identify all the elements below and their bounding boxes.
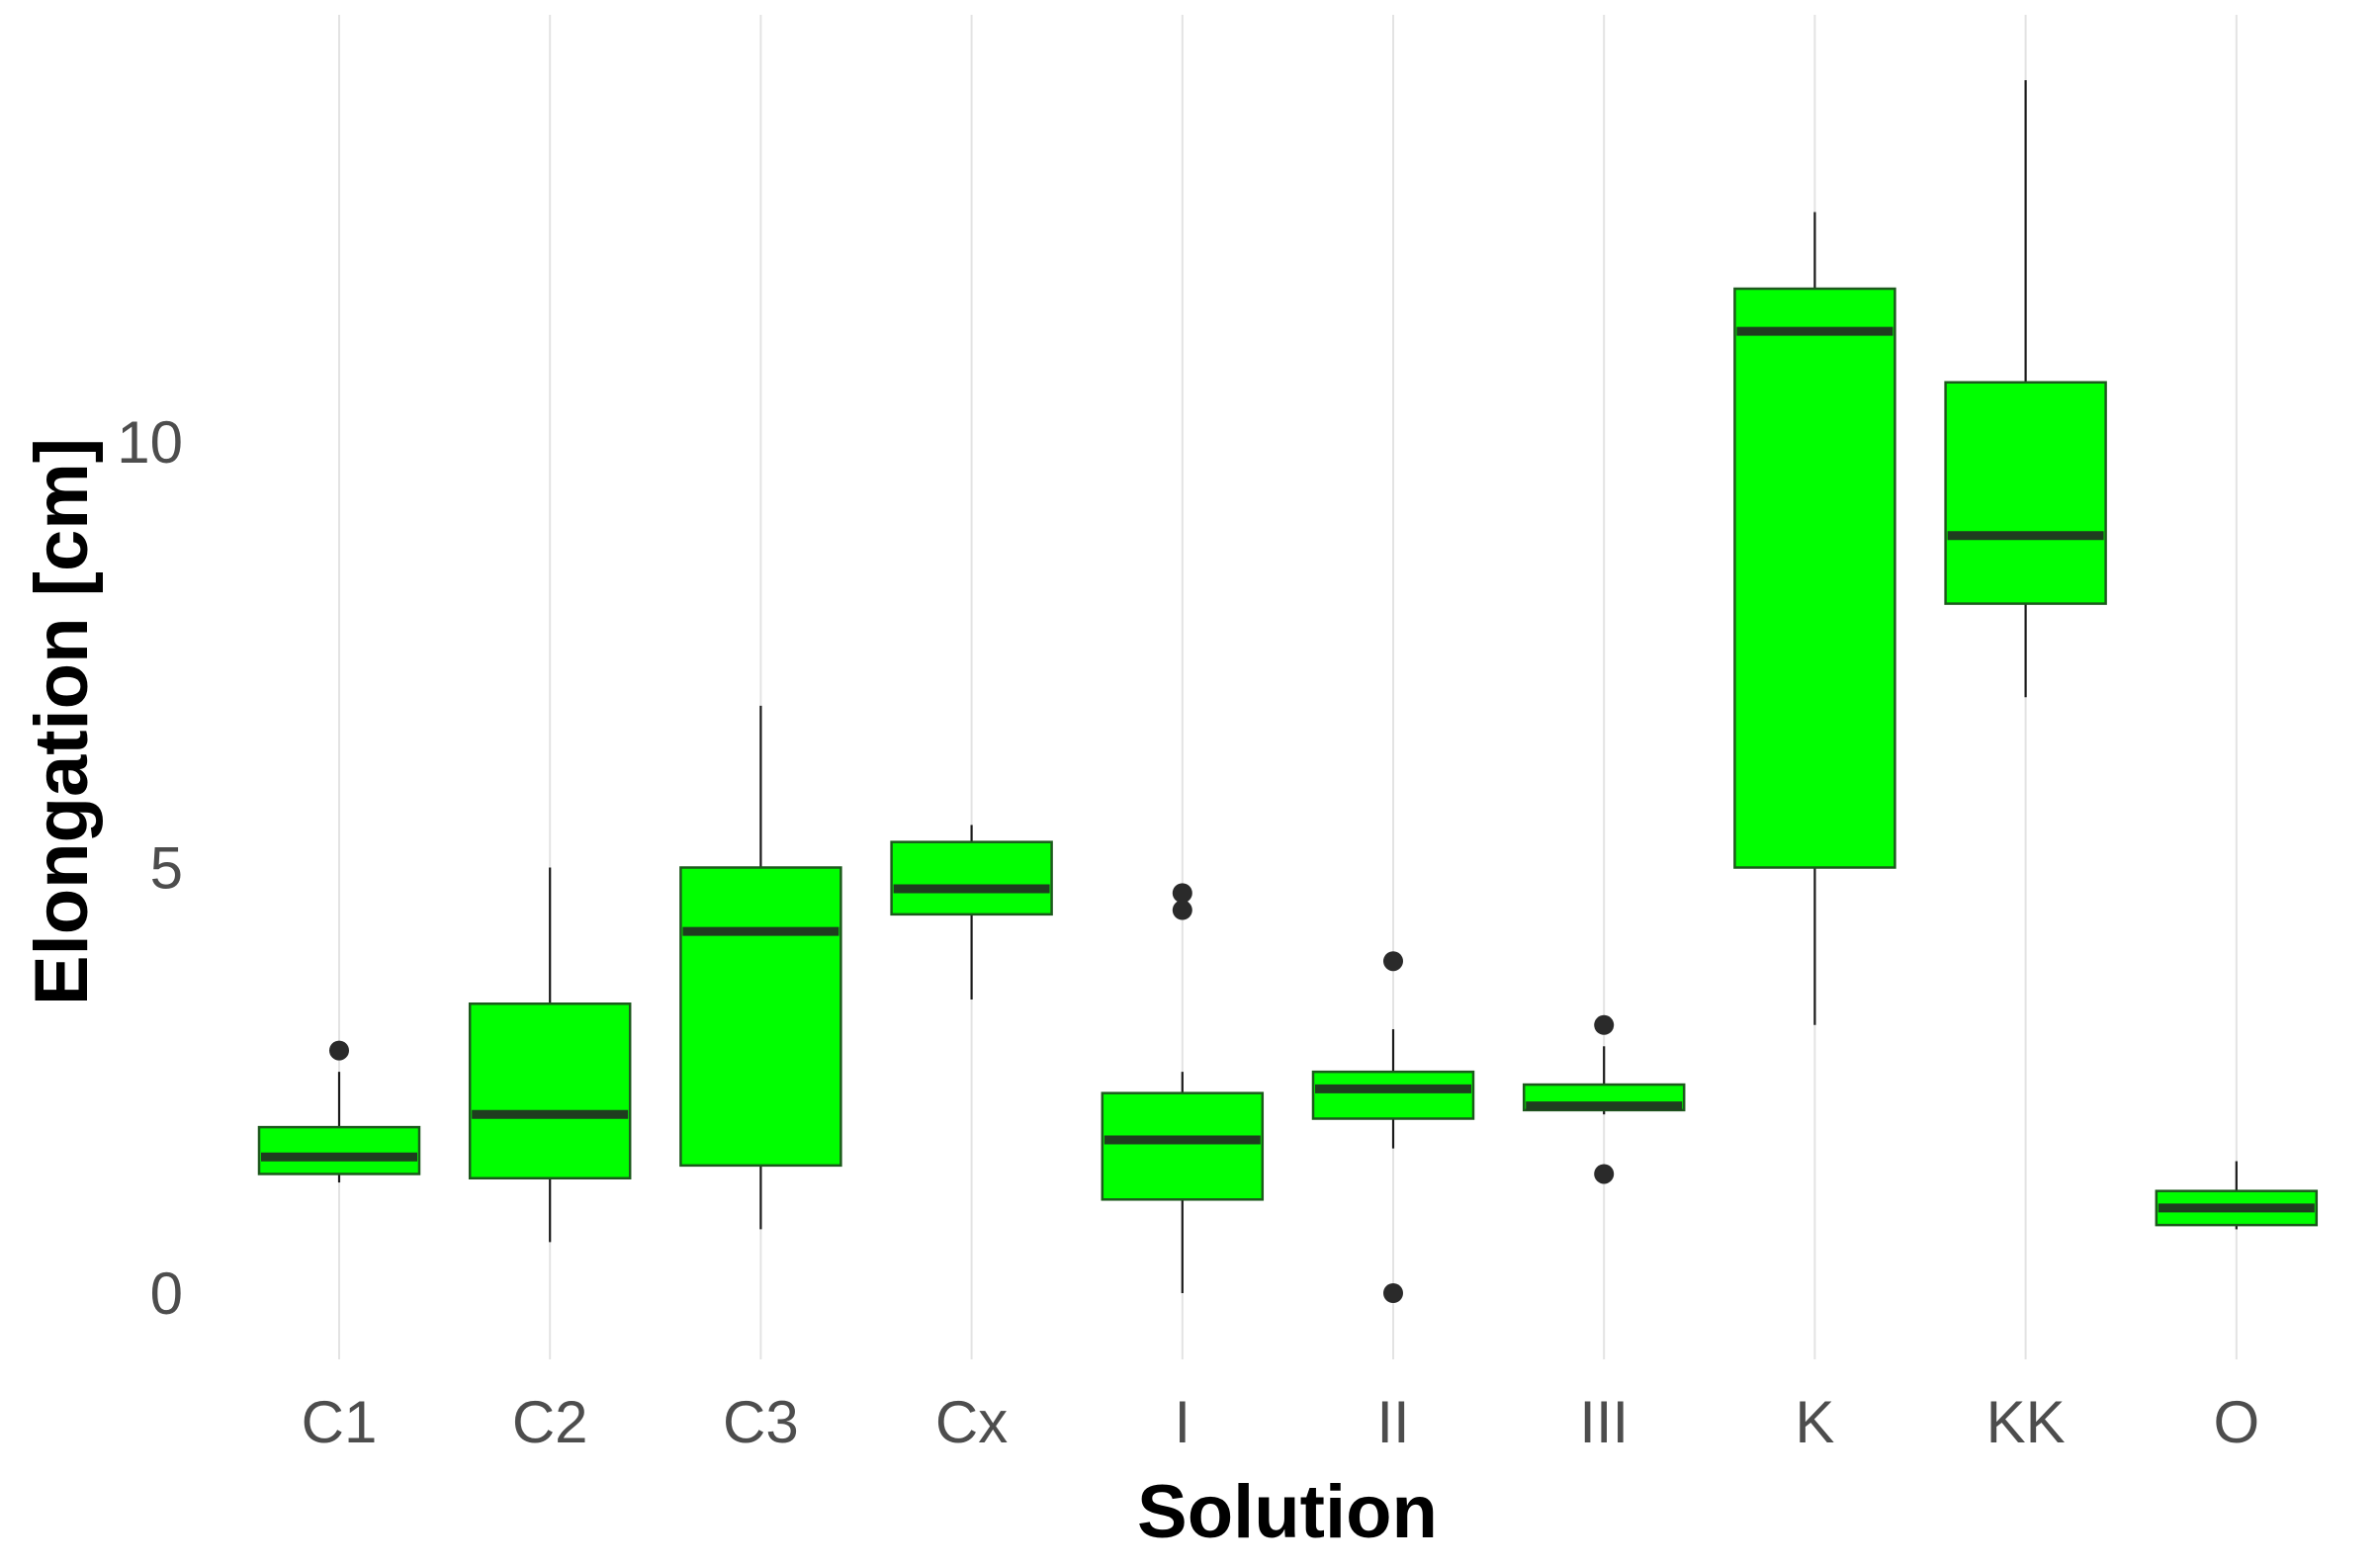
- x-tick-label: C1: [302, 1389, 378, 1455]
- outlier-point: [1594, 1014, 1615, 1035]
- outlier-point: [1172, 900, 1192, 920]
- box-group-iii: [1522, 1014, 1686, 1184]
- y-axis-title: Elongation [cm]: [20, 438, 104, 1005]
- outlier-point: [1383, 951, 1403, 972]
- y-tick-label: 0: [150, 1261, 183, 1327]
- boxes-layer: [257, 80, 2319, 1303]
- x-tick-label: KK: [1986, 1389, 2066, 1455]
- x-tick-label: Cx: [935, 1389, 1008, 1455]
- box-group-ii: [1311, 951, 1475, 1303]
- outlier-point: [329, 1040, 349, 1061]
- box-group-o: [2155, 1161, 2319, 1230]
- y-tick-label: 10: [117, 409, 183, 476]
- outlier-point: [1172, 883, 1192, 904]
- box-group-c1: [257, 1040, 421, 1183]
- box-iqr: [1311, 1070, 1475, 1120]
- outlier-point: [1383, 1283, 1403, 1303]
- outlier-point: [1594, 1164, 1615, 1184]
- x-tick-label: I: [1174, 1389, 1190, 1455]
- box-iqr: [1101, 1091, 1265, 1201]
- x-tick-labels: C1 C2 C3 Cx I II III K KK O: [302, 1389, 2259, 1455]
- box-iqr: [257, 1125, 421, 1175]
- x-tick-label: C2: [512, 1389, 588, 1455]
- x-tick-label: K: [1795, 1389, 1834, 1455]
- y-tick-labels: 0 5 10: [117, 409, 183, 1327]
- box-iqr: [1944, 381, 2107, 605]
- x-axis-title: Solution: [1137, 1470, 1438, 1554]
- x-tick-label: III: [1579, 1389, 1629, 1455]
- box-group-i: [1101, 883, 1265, 1293]
- x-tick-label: O: [2213, 1389, 2259, 1455]
- x-tick-label: II: [1376, 1389, 1409, 1455]
- y-tick-label: 5: [150, 835, 183, 902]
- box-group-c3: [679, 705, 842, 1230]
- box-group-kk: [1944, 80, 2107, 698]
- box-iqr: [468, 1002, 632, 1180]
- box-group-c2: [468, 867, 632, 1243]
- box-group-k: [1733, 212, 1896, 1025]
- box-iqr: [890, 840, 1053, 916]
- box-iqr: [679, 866, 842, 1168]
- box-iqr: [1733, 287, 1896, 869]
- x-tick-label: C3: [723, 1389, 799, 1455]
- box-group-cx: [890, 825, 1053, 1000]
